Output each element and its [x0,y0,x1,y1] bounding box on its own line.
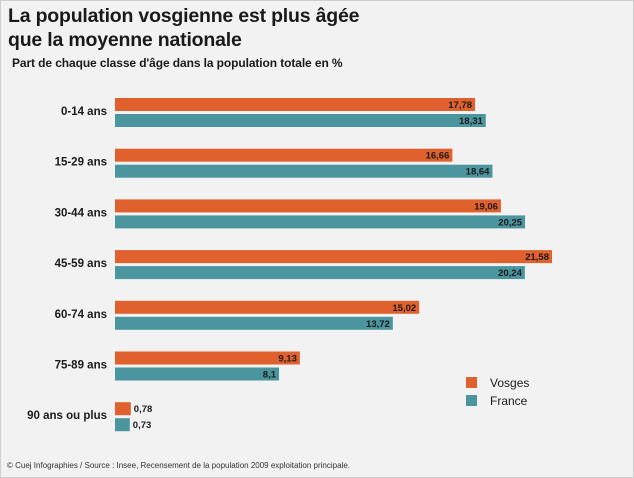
chart-title: La population vosgienne est plus âgée qu… [8,4,608,52]
bar-vosges-30-44-ans [115,199,501,213]
value-label-vosges-0-14-ans: 17,78 [448,100,472,111]
bar-vosges-75-89-ans [115,351,300,365]
value-label-france-45-59-ans: 20,24 [498,268,522,279]
category-label-75-89-ans: 75-89 ans [55,360,107,372]
bar-vosges-90-ans-ou-plus [115,402,131,416]
bar-vosges-0-14-ans [115,98,476,111]
value-label-vosges-75-89-ans: 9,13 [278,354,297,365]
bar-france-0-14-ans [115,114,486,127]
source-note: © Cuej Infographies / Source : Insee, Re… [7,461,350,470]
category-label-0-14-ans: 0-14 ans [61,106,107,118]
value-label-france-60-74-ans: 13,72 [366,319,390,330]
legend-swatch-vosges [466,377,477,388]
bar-france-75-89-ans [115,367,280,381]
bar-france-30-44-ans [115,215,526,229]
chart-title-line-1: La population vosgienne est plus âgée [8,5,360,27]
value-label-vosges-30-44-ans: 19,06 [474,201,498,212]
category-label-15-29-ans: 15-29 ans [55,157,107,169]
value-label-vosges-60-74-ans: 15,02 [392,303,416,314]
bar-vosges-60-74-ans [115,300,420,314]
value-label-vosges-15-29-ans: 16,66 [426,151,450,162]
value-label-france-0-14-ans: 18,31 [459,116,483,127]
value-label-france-75-89-ans: 8,1 [263,370,277,381]
bar-france-60-74-ans [115,316,393,330]
category-label-60-74-ans: 60-74 ans [55,309,107,321]
bar-vosges-15-29-ans [115,148,453,162]
legend-label-vosges: Vosges [490,376,529,390]
chart-subtitle: Part de chaque classe d'âge dans la popu… [12,56,343,70]
legend-swatch-france [466,395,477,406]
bar-france-90-ans-ou-plus [115,418,130,432]
value-label-vosges-90-ans-ou-plus: 0,78 [134,404,153,415]
legend-label-france: France [490,394,528,408]
value-label-france-15-29-ans: 18,64 [466,167,490,178]
value-label-vosges-45-59-ans: 21,58 [525,252,549,263]
category-label-30-44-ans: 30-44 ans [55,207,107,219]
category-label-45-59-ans: 45-59 ans [55,258,107,270]
bar-vosges-45-59-ans [115,250,552,264]
value-label-france-90-ans-ou-plus: 0,73 [133,420,152,431]
category-label-90-ans-ou-plus: 90 ans ou plus [27,410,107,422]
chart-title-line-2: que la moyenne nationale [8,29,242,51]
value-label-france-30-44-ans: 20,25 [498,217,522,228]
bar-france-15-29-ans [115,164,493,178]
bar-france-45-59-ans [115,266,525,280]
